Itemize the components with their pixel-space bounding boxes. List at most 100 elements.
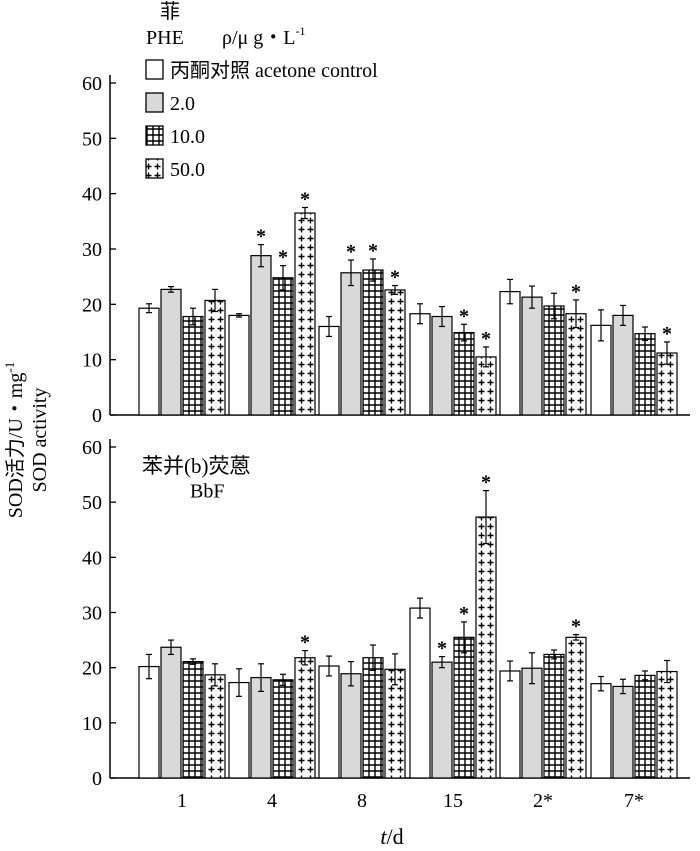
bar <box>294 657 316 779</box>
legend-compound-zh: 菲 <box>160 0 180 23</box>
x-tick-label: 4 <box>267 790 277 812</box>
y-tick-label: 60 <box>82 437 102 459</box>
error-bar <box>168 286 174 293</box>
bar <box>250 255 272 416</box>
error-bar <box>664 659 670 684</box>
error-bar <box>417 597 423 619</box>
y-axis-label-zh: SOD活力/U・mg-1 <box>2 362 27 518</box>
error-bar <box>348 259 354 287</box>
legend-entry-label: 丙酮对照 acetone control <box>170 59 378 82</box>
bar <box>565 313 587 416</box>
bar <box>272 277 294 416</box>
significance-star: * <box>459 305 469 327</box>
error-bar <box>573 299 579 329</box>
bar <box>565 636 587 779</box>
error-bar <box>439 656 445 669</box>
error-bar <box>620 678 626 695</box>
bar <box>409 313 431 416</box>
panel-phe: 0 10 20 30 40 50 60 * * * * * * * * * * <box>82 73 690 427</box>
bar <box>499 291 521 416</box>
legend-compound-en: PHE <box>146 27 184 49</box>
error-bar <box>236 668 242 697</box>
bar <box>160 288 182 416</box>
bar <box>590 683 612 779</box>
bar <box>362 657 384 779</box>
bar <box>634 674 656 779</box>
significance-star: * <box>571 616 581 638</box>
bar <box>340 673 362 779</box>
significance-star: * <box>481 472 491 494</box>
error-bar <box>392 653 398 686</box>
y-tick-label: 30 <box>82 603 102 625</box>
error-bar <box>392 284 398 295</box>
bar <box>182 315 204 416</box>
error-bar <box>598 309 604 342</box>
bar <box>543 653 565 779</box>
significance-star: * <box>256 226 266 248</box>
error-bar <box>551 649 557 660</box>
error-bar <box>483 346 489 368</box>
y-tick-label: 20 <box>82 658 102 680</box>
bar <box>384 289 406 416</box>
bar <box>431 661 453 779</box>
significance-star: * <box>459 603 469 625</box>
significance-star: * <box>390 267 400 289</box>
y-tick-label: 0 <box>92 768 102 790</box>
error-bar <box>461 621 467 654</box>
significance-star: * <box>662 323 672 345</box>
error-bar <box>146 653 152 680</box>
bar <box>294 212 316 416</box>
error-bar <box>551 292 557 320</box>
bar <box>431 315 453 416</box>
bar <box>612 314 634 416</box>
error-bar <box>642 326 648 341</box>
error-bar <box>507 278 513 305</box>
error-bar <box>348 660 354 687</box>
significance-star: * <box>481 328 491 350</box>
x-axis-label: t/d <box>380 824 403 849</box>
error-bar <box>302 649 308 666</box>
legend-swatch <box>145 158 164 179</box>
error-bar <box>212 288 218 313</box>
bar <box>362 269 384 416</box>
y-tick-label: 20 <box>82 294 102 316</box>
panel-bbf: 0 10 20 30 40 50 60 1 * 4 8 * * * 15 * 2* 7* 苯并(b)荧蒽 BbF <box>82 437 690 812</box>
y-tick-label: 50 <box>82 492 102 514</box>
y-tick-label: 0 <box>92 405 102 427</box>
significance-star: * <box>571 281 581 303</box>
error-bar <box>236 313 242 318</box>
bar <box>521 296 543 416</box>
bar <box>612 685 634 779</box>
legend-entries: 丙酮对照 acetone control 2.0 10.0 50.0 <box>145 59 378 181</box>
error-bar <box>302 206 308 220</box>
error-bar <box>483 489 489 545</box>
bar <box>521 667 543 779</box>
bar <box>453 636 475 779</box>
significance-star: * <box>278 247 288 269</box>
error-bar <box>573 633 579 641</box>
bar <box>543 305 565 416</box>
y-tick-label: 40 <box>82 184 102 206</box>
legend-swatch <box>145 125 164 146</box>
bar <box>475 516 497 779</box>
legend-swatch <box>145 59 164 80</box>
error-bar <box>258 663 264 692</box>
bar <box>272 679 294 779</box>
error-bar <box>620 304 626 326</box>
bar <box>499 670 521 779</box>
bar <box>182 660 204 779</box>
y-tick-label: 50 <box>82 128 102 150</box>
error-bar <box>258 243 264 268</box>
error-bar <box>212 663 218 687</box>
legend-unit-label: ρ/μ g・L-1 <box>222 24 305 49</box>
bar <box>204 674 226 779</box>
y-tick-label: 30 <box>82 239 102 261</box>
y-tick-label: 10 <box>82 713 102 735</box>
bar <box>138 307 160 416</box>
x-tick-label: 15 <box>443 790 463 812</box>
error-bar <box>168 639 174 656</box>
error-bar <box>326 655 332 677</box>
bar <box>250 676 272 779</box>
error-bar <box>439 305 445 328</box>
